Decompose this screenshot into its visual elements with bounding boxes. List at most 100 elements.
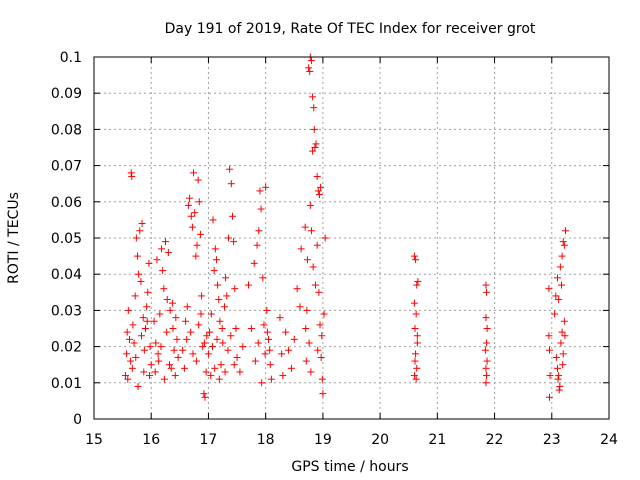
data-point	[297, 245, 305, 253]
data-point	[155, 357, 163, 365]
data-point	[172, 314, 180, 322]
data-point	[159, 267, 167, 275]
data-point	[222, 274, 230, 282]
data-point	[196, 230, 204, 238]
x-tick-label: 17	[200, 432, 218, 448]
data-point	[290, 335, 298, 343]
data-point	[232, 325, 240, 332]
data-point	[303, 306, 311, 314]
data-point	[167, 364, 175, 372]
data-point	[296, 303, 304, 311]
data-point	[224, 346, 232, 354]
data-point	[166, 361, 174, 369]
data-point	[146, 372, 154, 380]
x-tick-label: 19	[314, 432, 332, 448]
data-point	[307, 57, 315, 65]
data-point	[170, 346, 178, 354]
data-point	[317, 183, 325, 191]
data-point	[320, 310, 328, 318]
data-point	[169, 325, 177, 332]
data-point	[135, 270, 143, 278]
data-point	[255, 227, 263, 235]
x-tick-label: 16	[142, 432, 160, 448]
chart-title: Day 191 of 2019, Rate Of TEC Index for r…	[165, 21, 536, 37]
x-tick-labels: 15 16 17 18 19 20 21 22 23 24	[85, 432, 618, 448]
data-point	[558, 252, 566, 260]
data-point	[197, 310, 205, 318]
data-point	[121, 372, 129, 380]
data-point	[481, 346, 489, 354]
y-tick-label: 0.1	[60, 50, 82, 66]
data-point	[314, 346, 322, 354]
data-point	[195, 198, 203, 206]
data-point	[127, 357, 135, 365]
data-point	[158, 245, 166, 253]
data-point	[266, 361, 274, 369]
data-point	[412, 256, 420, 264]
data-point	[164, 248, 172, 256]
data-point	[314, 187, 322, 195]
data-point	[412, 310, 420, 318]
data-point	[183, 303, 191, 311]
data-point	[128, 172, 136, 180]
data-point	[227, 332, 235, 340]
data-point	[309, 93, 317, 101]
data-point	[554, 364, 561, 372]
data-point	[143, 303, 151, 311]
data-point	[313, 241, 321, 249]
data-point	[157, 343, 165, 351]
data-point	[194, 176, 202, 184]
x-tick-label: 15	[85, 432, 103, 448]
data-point	[311, 281, 319, 289]
data-point	[151, 368, 159, 376]
data-point	[173, 335, 181, 343]
data-point	[545, 393, 553, 401]
data-point	[313, 172, 321, 180]
data-point	[226, 165, 234, 173]
data-point	[555, 386, 563, 394]
data-point	[307, 227, 315, 235]
data-point	[137, 332, 145, 340]
data-point	[483, 325, 491, 332]
data-point	[561, 332, 569, 340]
data-point	[199, 343, 207, 351]
data-point	[245, 281, 252, 289]
data-point	[215, 296, 223, 304]
data-point	[215, 375, 223, 383]
data-point	[251, 357, 259, 365]
data-point	[198, 292, 206, 300]
y-tick-label: 0.06	[51, 195, 82, 211]
data-point	[315, 191, 323, 199]
data-point	[559, 361, 567, 369]
data-point	[138, 220, 146, 228]
data-point	[213, 335, 221, 343]
data-point	[191, 209, 199, 217]
data-point	[211, 364, 219, 372]
data-point	[278, 350, 286, 358]
data-point	[250, 259, 258, 267]
data-point	[156, 310, 164, 318]
data-point	[413, 364, 421, 372]
data-point	[147, 361, 155, 369]
data-point	[201, 393, 209, 401]
data-point	[136, 227, 144, 235]
data-point	[559, 238, 567, 246]
data-point	[202, 368, 210, 376]
x-axis-label: GPS time / hours	[291, 459, 408, 475]
data-point	[293, 285, 301, 293]
data-point	[316, 321, 324, 329]
data-point	[160, 375, 168, 383]
data-point	[265, 335, 273, 343]
data-point	[412, 350, 420, 358]
data-point	[129, 321, 137, 329]
data-point	[483, 357, 491, 365]
y-tick-label: 0.05	[51, 231, 82, 247]
data-point	[413, 339, 421, 347]
data-point	[310, 125, 318, 133]
data-point	[132, 234, 140, 242]
data-point	[189, 350, 197, 358]
data-point	[545, 332, 553, 340]
data-point	[204, 350, 212, 358]
data-point	[311, 144, 319, 151]
